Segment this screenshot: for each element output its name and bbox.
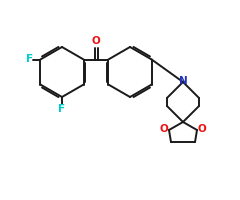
Text: F: F <box>58 104 66 114</box>
Text: O: O <box>160 124 168 134</box>
Text: O: O <box>92 36 100 46</box>
Text: O: O <box>198 124 206 134</box>
Text: F: F <box>26 54 33 64</box>
Text: N: N <box>179 76 187 86</box>
